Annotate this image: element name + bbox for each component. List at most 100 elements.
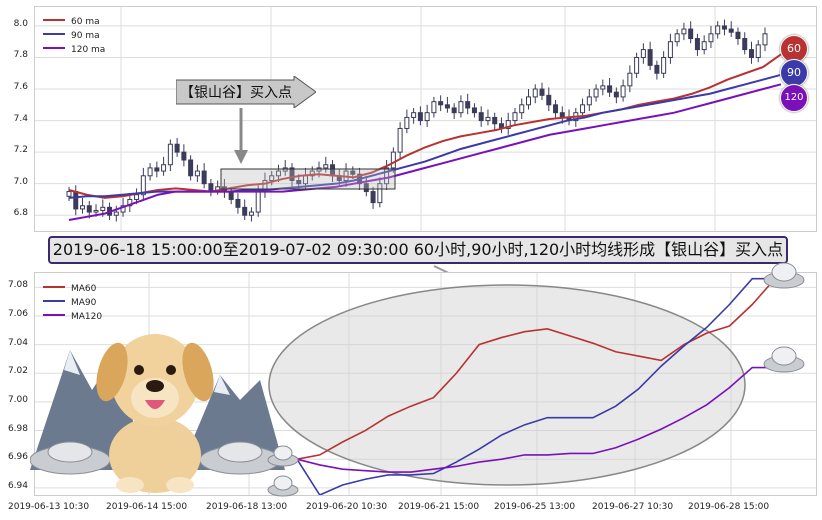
- candle-body: [715, 25, 721, 35]
- bottom-x-axis: 2019-06-13 10:30 2019-06-14 15:00 2019-06-…: [0, 496, 822, 520]
- candle-body: [275, 170, 281, 177]
- candle-body: [492, 116, 498, 125]
- callout-arrow: [176, 76, 316, 108]
- candle-body: [640, 49, 646, 58]
- candle-body: [100, 206, 106, 211]
- bottom-y-tick-label: 6.94: [7, 480, 28, 491]
- bottom-y-tick-label: 7.06: [7, 308, 28, 319]
- candle-body: [167, 143, 173, 166]
- candle-body: [289, 167, 295, 182]
- candle-body: [444, 104, 450, 109]
- legend-label-90ma: 90 ma: [71, 31, 100, 41]
- candle-body: [546, 94, 552, 106]
- candle-body: [471, 107, 477, 114]
- candle-body: [438, 101, 444, 106]
- candle-body: [600, 85, 606, 90]
- candle-body: [201, 170, 207, 185]
- candle-body: [370, 191, 376, 204]
- silver-ingot-icon-left-top: [267, 445, 299, 467]
- candle-body: [458, 101, 464, 114]
- silver-valley-highlight-box: [220, 168, 396, 190]
- candle-body: [735, 31, 741, 40]
- badge-ma60: 60: [780, 35, 808, 63]
- dog-mountain-illustration: [30, 334, 285, 493]
- legend-label-ma60: MA60: [71, 284, 97, 294]
- candle-body: [147, 167, 153, 177]
- candle-body: [296, 180, 302, 185]
- bottom-y-tick-label: 7.02: [7, 366, 28, 377]
- candle-body: [248, 211, 254, 216]
- candle-body: [708, 33, 714, 43]
- candle-body: [694, 38, 700, 51]
- badge-ma120: 120: [780, 84, 808, 112]
- top-y-tick-label: 7.2: [13, 145, 28, 156]
- candle-body: [553, 104, 559, 114]
- candle-body: [519, 104, 525, 114]
- candle-body: [647, 49, 653, 66]
- candle-body: [539, 88, 545, 96]
- candle-body: [762, 33, 768, 46]
- candlestick-panel: 60 ma 90 ma 120 ma: [34, 6, 817, 232]
- bottom-x-tick-label: 2019-06-21 15:00: [398, 502, 480, 512]
- candle-body: [363, 183, 369, 193]
- candle-body: [113, 211, 119, 216]
- candle-body: [134, 194, 140, 200]
- ma-lines: [68, 53, 782, 221]
- candle-body: [593, 88, 599, 98]
- candle-body: [654, 64, 660, 74]
- candle-body: [580, 104, 586, 114]
- candle-body: [161, 164, 167, 172]
- candle-body: [255, 191, 261, 213]
- bottom-x-tick-label: 2019-06-25 13:00: [494, 502, 576, 512]
- candlestick-chart: 60 ma 90 ma 120 ma: [35, 7, 816, 231]
- silver-ingot-icon-right-top: [763, 262, 805, 289]
- candle-body: [397, 127, 403, 153]
- legend-label-120ma: 120 ma: [71, 45, 105, 55]
- candle-body: [140, 175, 146, 196]
- candle-body: [417, 112, 423, 122]
- ma-detail-lines: [296, 277, 776, 497]
- candle-body: [228, 191, 234, 200]
- candle-body: [242, 206, 248, 216]
- line-ma60: [68, 53, 782, 199]
- top-y-axis: 6.8 7.0 7.2 7.4 7.6 7.8 8.0: [0, 6, 32, 230]
- candle-body: [505, 120, 511, 129]
- candle-body: [661, 56, 667, 74]
- focus-ellipse: [268, 284, 746, 486]
- bottom-y-tick-label: 7.00: [7, 394, 28, 405]
- candle-body: [559, 112, 565, 118]
- candle-body: [607, 85, 613, 93]
- candle-body: [86, 205, 92, 213]
- candle-body: [66, 191, 72, 197]
- bottom-y-axis: 6.94 6.96 6.98 7.00 7.02 7.04 7.06 7.08: [0, 272, 32, 494]
- candle-body: [350, 170, 356, 175]
- candle-body: [620, 85, 626, 98]
- dog-icon: [96, 334, 214, 493]
- candle-body: [613, 91, 619, 98]
- candle-body: [194, 170, 200, 177]
- candle-body: [674, 33, 680, 43]
- candle-body: [235, 198, 241, 208]
- candle-body: [681, 28, 687, 35]
- candle-body: [512, 112, 518, 122]
- bottom-y-tick-label: 6.96: [7, 452, 28, 463]
- callout-pointer-arrow: [234, 108, 248, 164]
- candle-body: [748, 49, 754, 58]
- candle-body: [323, 164, 329, 169]
- candle-body: [742, 38, 748, 51]
- candle-body: [208, 183, 214, 191]
- candle-body: [728, 28, 734, 33]
- candle-body: [411, 112, 417, 118]
- bottom-x-tick-label: 2019-06-18 13:00: [206, 502, 288, 512]
- candle-body: [634, 56, 640, 74]
- candle-body: [174, 143, 180, 153]
- line-ma90-detail: [296, 277, 775, 497]
- legend-label-ma90: MA90: [71, 298, 97, 308]
- candle-body: [188, 159, 194, 177]
- candle-body: [478, 112, 484, 122]
- candle-body: [390, 151, 396, 169]
- candle-body: [667, 41, 673, 58]
- candle-body: [384, 167, 390, 185]
- candle-body: [309, 170, 315, 177]
- line-ma120: [68, 83, 782, 221]
